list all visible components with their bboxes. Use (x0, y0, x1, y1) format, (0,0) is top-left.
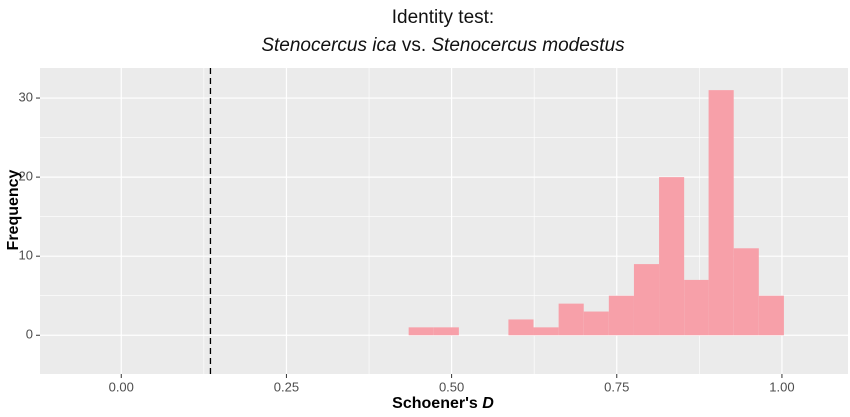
bar (558, 303, 584, 336)
bar (508, 319, 534, 336)
y-tick-label: 10 (19, 248, 33, 263)
bar (583, 311, 609, 336)
y-tick-label: 0 (26, 327, 33, 342)
bar (659, 177, 685, 336)
subtitle-part: Stenocercus modestus (431, 35, 625, 56)
y-tick-label: 30 (19, 89, 33, 104)
x-tick-label: 0.50 (439, 379, 464, 394)
chart-title: Identity test: (392, 7, 494, 28)
bar (433, 327, 459, 336)
bar (684, 279, 709, 336)
x-axis-title-part: D (482, 395, 494, 412)
bar (758, 295, 784, 336)
x-tick-label: 0.25 (274, 379, 299, 394)
x-tick-label: 0.75 (604, 379, 629, 394)
x-tick-label: 0.00 (109, 379, 134, 394)
x-tick-label: 1.00 (769, 379, 794, 394)
bar (408, 327, 434, 336)
subtitle-part: Stenocercus ica (261, 35, 396, 56)
x-axis-title-part: Schoener's (392, 395, 478, 412)
x-axis-title: Schoener's D (392, 395, 494, 412)
bar (708, 90, 734, 336)
bar (633, 264, 660, 336)
bar (533, 327, 559, 336)
subtitle-part: vs. (402, 35, 426, 56)
bar (608, 295, 634, 336)
bar (733, 248, 759, 336)
chart-subtitle: Stenocercus ica vs. Stenocercus modestus (261, 35, 625, 56)
y-axis-title: Frequency (5, 169, 22, 250)
y-tick-label: 20 (19, 169, 33, 184)
